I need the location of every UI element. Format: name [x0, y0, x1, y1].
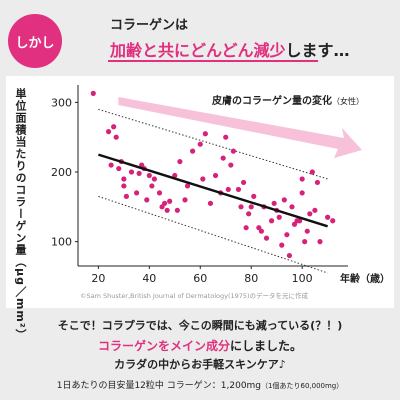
data-point: [184, 183, 191, 189]
dosage-note: （1個あたり60,000mg）: [261, 382, 344, 390]
data-point: [281, 197, 287, 203]
data-point: [108, 162, 114, 168]
data-point: [190, 148, 196, 154]
data-point: [284, 232, 290, 238]
data-point: [238, 204, 244, 210]
data-point: [240, 179, 247, 186]
upper-band-line: [98, 108, 328, 180]
data-point: [128, 169, 135, 175]
data-point: [133, 190, 140, 196]
chart-title-text: 皮膚のコラーゲン量の変化: [212, 96, 332, 107]
data-point: [299, 190, 305, 196]
headline-line1: コラーゲンは: [110, 18, 189, 33]
data-point: [177, 158, 183, 165]
data-point: [167, 198, 173, 204]
data-point: [243, 225, 249, 231]
data-point: [317, 239, 323, 245]
data-point: [156, 190, 163, 196]
data-point: [174, 207, 180, 213]
however-badge: しかし: [8, 14, 62, 68]
data-point: [307, 211, 313, 217]
data-point: [289, 204, 295, 210]
data-point: [162, 200, 168, 206]
trend-line: [98, 153, 328, 228]
data-point: [172, 172, 178, 179]
data-point: [286, 252, 293, 259]
promo-line3: カラダの中からお手軽スキンケア♪: [114, 358, 286, 371]
data-point: [113, 134, 119, 140]
data-point: [271, 200, 277, 206]
data-point: [182, 197, 188, 203]
data-point: [212, 172, 219, 179]
data-point: [200, 176, 206, 182]
x-axis-label: 年齢（歳）: [340, 272, 390, 285]
y-tick-label: 200: [51, 166, 72, 179]
data-point: [304, 228, 310, 234]
data-point: [136, 170, 142, 177]
data-point: [299, 176, 305, 182]
data-point: [207, 200, 214, 206]
data-point: [225, 186, 231, 193]
data-point: [223, 134, 229, 140]
headline-accent: 加齢と共にどんどん減少: [110, 41, 286, 60]
dosage-info: 1日あたりの目安量12粒中 コラーゲン：1,200mg（1個あたり60,000m…: [0, 378, 400, 391]
data-point: [248, 204, 254, 210]
x-tick-label: 20: [91, 272, 105, 285]
data-point: [90, 90, 96, 96]
scatter-chart: 100 200 300 20 40 60 80 100 年齢（歳）: [51, 85, 390, 285]
data-point: [121, 183, 127, 189]
promo-line2-rest: にしました。: [230, 339, 303, 353]
data-point: [111, 124, 117, 130]
dosage-main: 1日あたりの目安量12粒中 コラーゲン：1,200mg: [56, 381, 262, 391]
trend-arrow-icon: [118, 97, 363, 158]
data-point: [314, 179, 321, 186]
data-point: [268, 218, 275, 224]
data-point: [220, 155, 226, 161]
data-point: [164, 207, 170, 213]
data-point: [228, 162, 234, 168]
data-point: [263, 235, 270, 241]
x-tick-label: 40: [142, 272, 156, 285]
data-point: [246, 211, 252, 217]
source-credit: ©Sam Shuster,British Journal of Dermatol…: [80, 292, 309, 300]
data-point: [279, 242, 285, 248]
promo-line1: そこで！コラプラでは、今この瞬間にも減っている(？！): [57, 319, 343, 332]
data-point: [276, 214, 282, 220]
promo-accent: コラーゲンをメイン成分: [97, 339, 230, 353]
data-point: [116, 165, 122, 172]
data-point: [151, 176, 158, 182]
data-point: [105, 129, 112, 135]
data-point: [121, 176, 127, 182]
data-point: [149, 183, 155, 189]
y-axis-label: 単位面積当たりのコラーゲン量（μg／mm²）: [14, 88, 27, 341]
x-tick-label: 60: [193, 272, 207, 285]
data-point: [312, 207, 318, 213]
data-point: [297, 218, 303, 224]
promo-line2: コラーゲンをメイン成分にしました。: [0, 337, 400, 354]
data-point: [251, 193, 257, 199]
chart-title: 皮膚のコラーゲン量の変化（女性）: [212, 92, 364, 107]
data-point: [325, 214, 331, 220]
data-point: [144, 197, 150, 203]
headline-rest: します…: [285, 41, 350, 60]
headline-line2: 加齢と共にどんどん減少します…: [110, 37, 350, 61]
data-point: [309, 169, 315, 175]
data-point: [258, 228, 264, 234]
y-tick-label: 100: [51, 236, 72, 249]
headline-underline: [108, 60, 318, 62]
data-point: [230, 148, 236, 154]
y-tick-label: 300: [51, 96, 72, 109]
data-point: [330, 218, 336, 224]
data-point: [202, 131, 208, 137]
data-point: [197, 141, 203, 147]
chart-title-note: （女性）: [332, 97, 364, 106]
data-point: [235, 186, 242, 193]
x-tick-label: 100: [292, 272, 313, 285]
data-point: [146, 172, 152, 179]
x-tick-label: 80: [244, 272, 258, 285]
data-point: [123, 193, 129, 199]
data-point: [302, 239, 308, 245]
